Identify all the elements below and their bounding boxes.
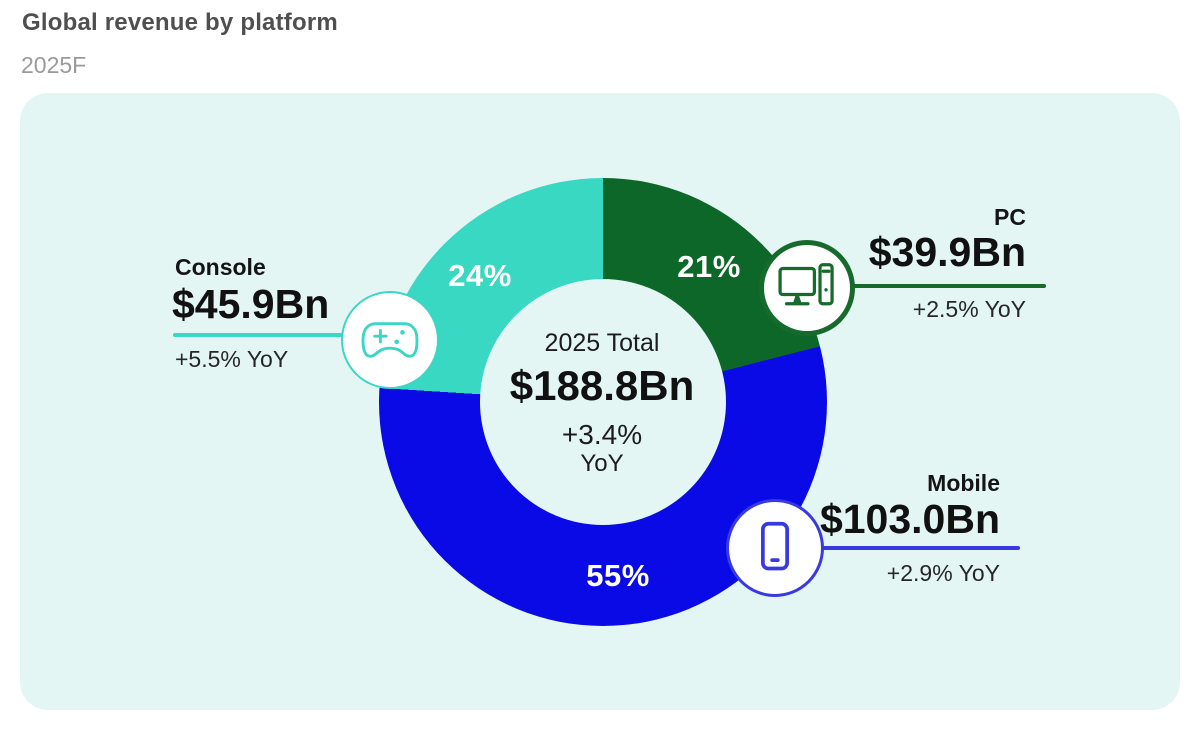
console-value: $45.9Bn <box>172 281 330 327</box>
segment-percent-mobile: 55% <box>586 558 650 593</box>
console-label: Console <box>175 254 266 280</box>
center-growth: +3.4% <box>561 419 643 450</box>
center-total-label: 2025 Total <box>544 329 660 357</box>
chart-title: Global revenue by platform <box>22 9 338 36</box>
console-yoy: +5.5% YoY <box>175 346 289 372</box>
chart-card: 21% 24% 55% 2025 Total $188.8Bn +3.4% Yo… <box>20 93 1180 710</box>
mobile-yoy: +2.9% YoY <box>886 560 1000 586</box>
mobile-icon-circle <box>726 499 824 597</box>
pc-label: PC <box>994 204 1026 230</box>
console-connector-line <box>173 333 373 337</box>
mobile-value: $103.0Bn <box>819 496 1000 542</box>
console-icon-circle <box>341 291 439 389</box>
pc-icon-circle <box>759 240 855 336</box>
mobile-label: Mobile <box>927 470 1000 496</box>
gamepad-icon <box>359 317 421 363</box>
segment-percent-pc: 21% <box>677 249 741 284</box>
center-growth-unit: YoY <box>580 450 624 477</box>
donut-hole <box>480 279 726 525</box>
pc-connector-line <box>807 284 1046 288</box>
smartphone-icon <box>756 520 794 576</box>
desktop-computer-icon <box>777 262 837 314</box>
pc-yoy: +2.5% YoY <box>912 296 1026 322</box>
pc-value: $39.9Bn <box>868 229 1026 275</box>
mobile-connector-line <box>775 546 1020 550</box>
center-total-value: $188.8Bn <box>509 362 695 409</box>
chart-subtitle: 2025F <box>21 52 87 78</box>
segment-percent-console: 24% <box>448 258 512 293</box>
